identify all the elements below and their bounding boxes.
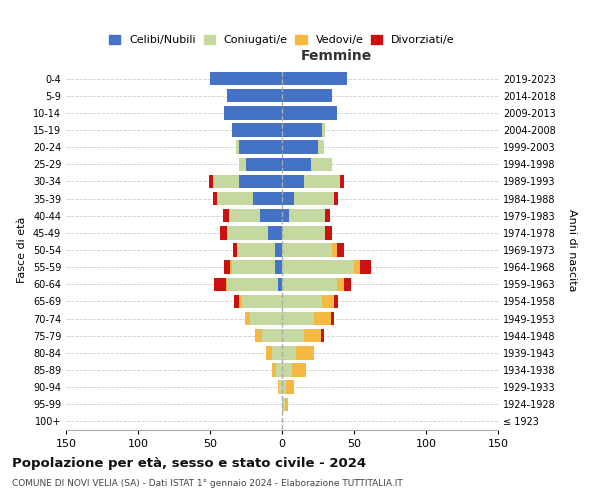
Bar (213, 192, 217, 205)
Bar (253, 192, 282, 205)
Bar (282, 192, 293, 205)
Bar (282, 380, 286, 394)
Bar (233, 244, 238, 256)
Bar (278, 278, 282, 291)
Bar (282, 346, 296, 360)
Bar (285, 398, 288, 411)
Bar (282, 260, 354, 274)
Bar (325, 209, 329, 222)
Bar (282, 312, 314, 326)
Bar (227, 226, 268, 239)
Text: COMUNE DI NOVI VELIA (SA) - Dati ISTAT 1° gennaio 2024 - Elaborazione TUTTITALIA: COMUNE DI NOVI VELIA (SA) - Dati ISTAT 1… (12, 479, 403, 488)
Bar (268, 226, 282, 239)
Bar (239, 294, 242, 308)
Bar (311, 158, 332, 171)
Bar (239, 140, 282, 154)
Bar (214, 278, 226, 291)
Bar (279, 380, 282, 394)
Bar (292, 364, 307, 376)
Bar (220, 226, 227, 239)
Bar (254, 329, 262, 342)
Bar (226, 278, 227, 291)
Bar (334, 294, 338, 308)
Bar (230, 260, 232, 274)
Bar (354, 260, 360, 274)
Bar (304, 329, 321, 342)
Bar (282, 106, 337, 120)
Bar (250, 312, 282, 326)
Bar (337, 244, 344, 256)
Bar (282, 398, 285, 411)
Bar (217, 192, 253, 205)
Bar (232, 124, 282, 136)
Bar (344, 278, 351, 291)
Bar (293, 192, 334, 205)
Bar (282, 209, 289, 222)
Bar (337, 278, 344, 291)
Bar (282, 244, 332, 256)
Bar (209, 174, 213, 188)
Bar (266, 346, 272, 360)
Bar (360, 260, 371, 274)
Bar (227, 278, 278, 291)
Bar (282, 89, 332, 102)
Bar (278, 380, 279, 394)
Bar (210, 72, 282, 86)
Bar (282, 364, 292, 376)
Bar (239, 158, 246, 171)
Bar (224, 106, 282, 120)
Bar (282, 158, 311, 171)
Bar (282, 174, 304, 188)
Bar (238, 244, 275, 256)
Bar (321, 329, 324, 342)
Bar (334, 192, 338, 205)
Y-axis label: Fasce di età: Fasce di età (17, 217, 27, 283)
Bar (282, 226, 325, 239)
Bar (331, 312, 334, 326)
Bar (314, 312, 331, 326)
Bar (282, 140, 318, 154)
Bar (318, 140, 324, 154)
Bar (224, 260, 230, 274)
Bar (282, 329, 304, 342)
Bar (235, 294, 239, 308)
Bar (272, 364, 276, 376)
Legend: Celibi/Nubili, Coniugati/e, Vedovi/e, Divorziati/e: Celibi/Nubili, Coniugati/e, Vedovi/e, Di… (107, 32, 457, 47)
Bar (282, 124, 322, 136)
Bar (223, 209, 229, 222)
Bar (246, 158, 282, 171)
Bar (282, 294, 322, 308)
Bar (340, 174, 344, 188)
Bar (275, 260, 282, 274)
Bar (213, 174, 239, 188)
Bar (286, 380, 293, 394)
Bar (236, 140, 239, 154)
Bar (322, 124, 325, 136)
Bar (276, 364, 282, 376)
Bar (332, 244, 337, 256)
Bar (262, 329, 282, 342)
Bar (260, 209, 282, 222)
Bar (325, 226, 332, 239)
Bar (227, 89, 282, 102)
Bar (289, 209, 325, 222)
Bar (282, 72, 347, 86)
Bar (272, 346, 282, 360)
Bar (296, 346, 314, 360)
Bar (239, 174, 282, 188)
Bar (322, 294, 334, 308)
Bar (245, 312, 250, 326)
Bar (282, 278, 337, 291)
Bar (275, 244, 282, 256)
Bar (229, 209, 260, 222)
Bar (304, 174, 340, 188)
Text: Femmine: Femmine (301, 49, 371, 63)
Text: Popolazione per età, sesso e stato civile - 2024: Popolazione per età, sesso e stato civil… (12, 458, 366, 470)
Bar (242, 294, 282, 308)
Bar (232, 260, 275, 274)
Y-axis label: Anni di nascita: Anni di nascita (566, 209, 577, 291)
